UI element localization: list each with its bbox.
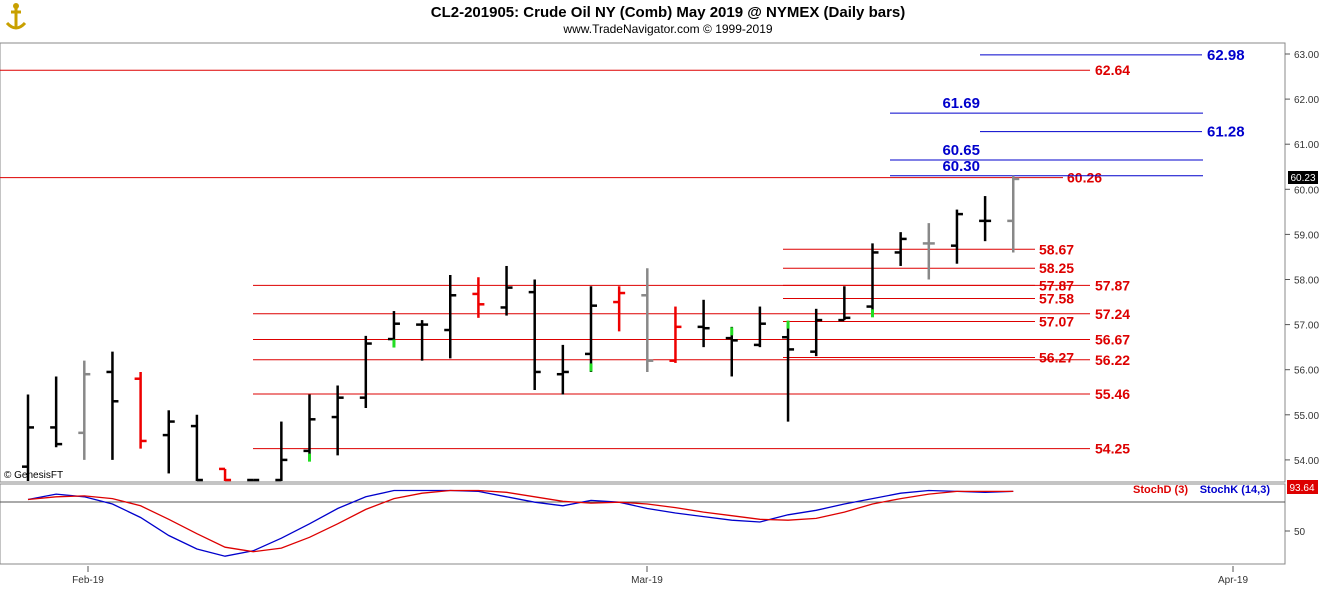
ohlc-bar <box>500 265 513 316</box>
ohlc-bar <box>866 243 879 318</box>
ohlc-bar <box>416 320 429 361</box>
ohlc-bar <box>219 467 232 482</box>
price-tick-label: 57.00 <box>1294 321 1319 332</box>
red-level-label: 55.46 <box>1095 386 1130 402</box>
price-tick-label: 62.00 <box>1294 95 1319 106</box>
price-panel-frame <box>0 42 1286 483</box>
price-tick-label: 55.00 <box>1294 411 1319 422</box>
red-level-label: 56.67 <box>1095 331 1130 347</box>
ohlc-bar <box>669 306 682 363</box>
ohlc-bar <box>922 223 935 280</box>
red-level-label: 60.26 <box>1067 170 1102 186</box>
ohlc-bar <box>190 414 203 482</box>
red-level-label: 57.87 <box>1039 277 1074 293</box>
stoch-value-tag: 93.64 <box>1287 480 1318 494</box>
red-level-label: 54.25 <box>1095 441 1130 457</box>
last-price-tag: 60.23 <box>1288 171 1318 184</box>
ohlc-bar <box>275 421 288 482</box>
red-level-label: 57.07 <box>1039 313 1074 329</box>
blue-level-label: 60.30 <box>942 158 980 175</box>
price-axis: 54.00 55.00 56.00 57.00 58.00 59.00 60.00 61.00… <box>1285 50 1319 538</box>
ohlc-bar <box>472 277 485 318</box>
price-tick-label: 61.00 <box>1294 140 1319 151</box>
ohlc-bar <box>444 274 457 359</box>
ohlc-bar <box>950 209 963 264</box>
ohlc-bar <box>303 394 316 462</box>
ohlc-bar <box>782 320 795 422</box>
stoch-panel-frame <box>0 483 1286 565</box>
date-axis: Feb-19 Mar-19 Apr-19 <box>72 566 1248 586</box>
price-tick-label: 63.00 <box>1294 50 1319 61</box>
ohlc-bar <box>979 196 992 242</box>
ohlc-bar <box>697 299 710 348</box>
price-tick-label: 54.00 <box>1294 456 1319 467</box>
ohlc-bar <box>78 360 91 460</box>
logo-icon <box>5 3 27 30</box>
legend-stochk: StochK (14,3) <box>1200 484 1271 496</box>
date-tick-label: Feb-19 <box>72 575 104 586</box>
chart-subtitle: www.TradeNavigator.com © 1999-2019 <box>562 22 772 36</box>
red-level-label: 57.87 <box>1095 277 1130 293</box>
ohlc-bar <box>50 376 63 448</box>
ohlc-bar <box>585 286 597 372</box>
red-level-label: 58.67 <box>1039 241 1074 257</box>
blue-level-label: 61.69 <box>942 95 980 112</box>
stoch-k-line <box>27 489 1014 557</box>
ohlc-bar <box>894 232 907 266</box>
red-level-label: 62.64 <box>1095 62 1130 78</box>
stoch-tick-label: 50 <box>1294 527 1306 538</box>
ohlc-bar <box>387 311 400 348</box>
blue-level-label: 60.65 <box>942 142 980 159</box>
red-level-label: 58.25 <box>1039 260 1074 276</box>
red-level-label: 57.24 <box>1095 306 1130 322</box>
red-level-label: 56.27 <box>1039 350 1074 366</box>
price-tick-label: 60.00 <box>1294 185 1319 196</box>
ohlc-bar <box>725 326 738 377</box>
ohlc-bar <box>162 410 175 474</box>
ohlc-bar <box>613 286 626 332</box>
ohlc-bar <box>838 286 851 322</box>
blue-level-label: 61.28 <box>1207 124 1245 141</box>
ohlc-bar <box>22 394 34 481</box>
ohlc-bar <box>810 308 823 357</box>
ohlc-bar <box>641 268 654 372</box>
date-tick-label: Mar-19 <box>631 575 663 586</box>
blue-level-label: 62.98 <box>1207 47 1245 64</box>
price-bars <box>22 175 1020 482</box>
legend-stochd: StochD (3) <box>1133 484 1188 496</box>
price-tick-label: 59.00 <box>1294 230 1319 241</box>
red-level-label: 56.22 <box>1095 352 1130 368</box>
ohlc-bar <box>528 279 541 390</box>
price-tick-label: 58.00 <box>1294 276 1319 287</box>
ohlc-bar <box>1007 175 1020 253</box>
red-level-label: 57.58 <box>1039 290 1074 306</box>
stoch-d-line <box>27 489 1014 553</box>
ohlc-bar <box>106 351 119 460</box>
stoch-value-label: 93.64 <box>1289 483 1314 494</box>
stoch-lines <box>27 489 1014 557</box>
ohlc-bar <box>753 306 766 348</box>
date-tick-label: Apr-19 <box>1218 575 1248 586</box>
font-credit: © GenesisFT <box>4 470 63 481</box>
chart-title: CL2-201905: Crude Oil NY (Comb) May 2019… <box>431 4 906 21</box>
ohlc-bar <box>556 344 569 395</box>
last-price-label: 60.23 <box>1290 173 1315 184</box>
ohlc-bar <box>359 335 372 409</box>
level-lines: 62.6460.2658.6758.2557.8757.8757.5857.24… <box>0 47 1245 457</box>
ohlc-bar <box>247 478 260 482</box>
ohlc-bar <box>331 385 344 456</box>
ohlc-bar <box>134 371 147 449</box>
price-tick-label: 56.00 <box>1294 366 1319 377</box>
